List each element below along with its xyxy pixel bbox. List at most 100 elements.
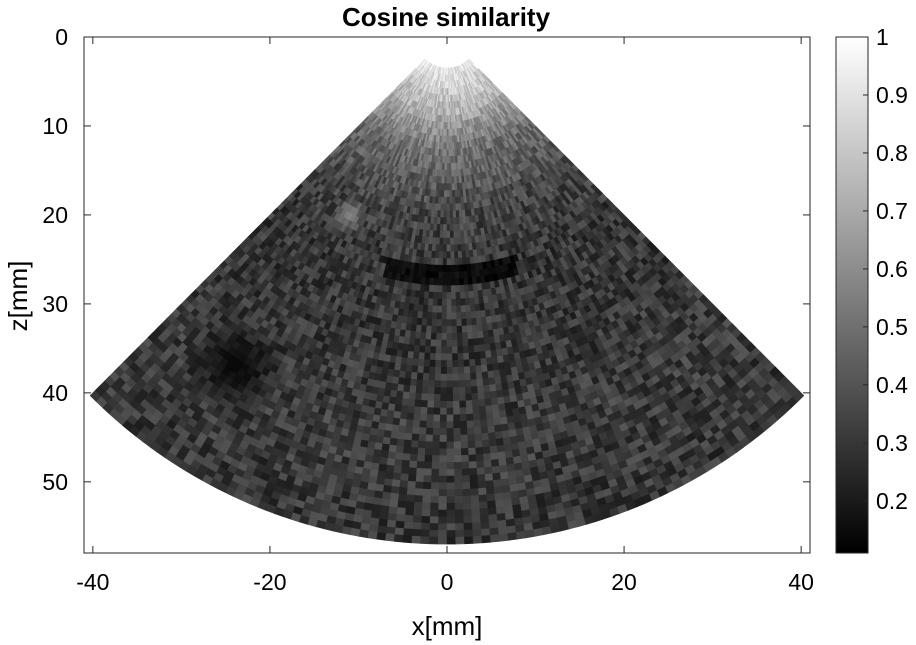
- heatmap-cell: [432, 305, 438, 314]
- heatmap-cell: [446, 224, 451, 232]
- heatmap-cell: [453, 400, 461, 409]
- heatmap-cell: [440, 400, 448, 409]
- heatmap-cell: [426, 325, 433, 334]
- heatmap-cell: [469, 358, 476, 367]
- heatmap-cell: [435, 353, 442, 361]
- heatmap-cell: [446, 312, 453, 321]
- heatmap-cell: [479, 412, 488, 421]
- heatmap-cell: [443, 190, 448, 198]
- heatmap-cell: [420, 325, 428, 333]
- heatmap-cell: [457, 339, 464, 348]
- heatmap-cell: [459, 278, 465, 286]
- heatmap-cell: [444, 176, 448, 185]
- heatmap-cell: [451, 305, 457, 314]
- heatmap-cell: [404, 371, 413, 380]
- heatmap-cell: [440, 414, 448, 423]
- heatmap-cell: [412, 419, 421, 428]
- heatmap-cell: [439, 237, 444, 246]
- heatmap-cell: [397, 383, 405, 393]
- heatmap-cell: [434, 366, 442, 375]
- heatmap-cell: [441, 319, 448, 327]
- heatmap-cell: [424, 352, 431, 361]
- heatmap-cell: [473, 344, 481, 353]
- heatmap-cell: [440, 196, 445, 205]
- heatmap-cell: [425, 427, 434, 436]
- heatmap-cell: [446, 394, 454, 402]
- heatmap-cell: [403, 439, 413, 448]
- heatmap-cell: [413, 413, 422, 422]
- heatmap-cell: [425, 332, 432, 341]
- heatmap-cell: [446, 380, 454, 389]
- heatmap-cell: [446, 434, 455, 443]
- heatmap-cell: [437, 298, 443, 307]
- heatmap-cell: [405, 426, 414, 435]
- heatmap-cell: [443, 230, 448, 239]
- heatmap-cell: [404, 378, 412, 387]
- heatmap-cell: [449, 224, 455, 232]
- heatmap-cell: [422, 379, 430, 388]
- heatmap-cell: [455, 285, 461, 293]
- heatmap-cell: [468, 345, 475, 354]
- heatmap-cell: [451, 298, 457, 307]
- heatmap-cell: [461, 318, 468, 327]
- heatmap-cell: [416, 379, 424, 388]
- heatmap-cell: [442, 271, 448, 280]
- heatmap-cell: [429, 359, 437, 368]
- heatmap-cell: [466, 420, 475, 429]
- heatmap-cell: [452, 393, 460, 402]
- heatmap-cell: [446, 326, 453, 334]
- heatmap-cell: [435, 251, 440, 259]
- heatmap-cell: [470, 379, 478, 388]
- heatmap-cell: [415, 331, 422, 340]
- heatmap-cell: [387, 403, 396, 412]
- heatmap-cell: [446, 346, 453, 355]
- heatmap-cell: [446, 305, 453, 314]
- heatmap-cell: [421, 318, 428, 327]
- heatmap-cell: [417, 365, 425, 374]
- heatmap-cell: [430, 257, 436, 266]
- heatmap-cell: [403, 384, 411, 393]
- heatmap-cell: [396, 390, 404, 399]
- heatmap-cell: [480, 419, 489, 428]
- heatmap-cell: [408, 398, 416, 408]
- heatmap-cell: [408, 392, 417, 401]
- heatmap-cell: [481, 432, 490, 441]
- heatmap-cell: [442, 264, 448, 273]
- heatmap-cell: [418, 440, 427, 449]
- heatmap-cell: [462, 332, 469, 341]
- heatmap-cell: [441, 346, 448, 355]
- heatmap-cell: [422, 311, 429, 320]
- heatmap-cell: [453, 434, 462, 443]
- heatmap-cell: [399, 363, 408, 372]
- heatmap-cell: [419, 338, 427, 347]
- heatmap-cell: [425, 277, 431, 286]
- heatmap-cell: [469, 365, 477, 374]
- heatmap-cell: [390, 431, 400, 440]
- heatmap-cell: [429, 366, 436, 375]
- heatmap-cell: [433, 414, 441, 422]
- heatmap-cell: [442, 278, 448, 287]
- heatmap-cell: [406, 357, 414, 366]
- heatmap-cell: [457, 346, 464, 354]
- heatmap-cell: [436, 230, 441, 239]
- heatmap-cell: [439, 244, 444, 252]
- heatmap-cell: [446, 197, 451, 205]
- heatmap-cell: [428, 291, 435, 300]
- heatmap-cell: [402, 391, 411, 400]
- heatmap-cell: [412, 358, 420, 367]
- heatmap-cell: [392, 417, 401, 426]
- heatmap-cell: [473, 426, 482, 435]
- heatmap-cell: [487, 425, 496, 434]
- heatmap-cell: [413, 406, 422, 415]
- heatmap-cell: [457, 352, 465, 361]
- heatmap-cell: [435, 339, 443, 348]
- heatmap-cell: [476, 378, 484, 387]
- heatmap-cell: [440, 217, 445, 225]
- heatmap-cell: [423, 359, 431, 368]
- heatmap-cell: [432, 441, 441, 450]
- heatmap-cell: [442, 258, 448, 266]
- heatmap-cell: [426, 318, 433, 327]
- heatmap-cell: [453, 407, 461, 416]
- heatmap-cell: [425, 434, 434, 443]
